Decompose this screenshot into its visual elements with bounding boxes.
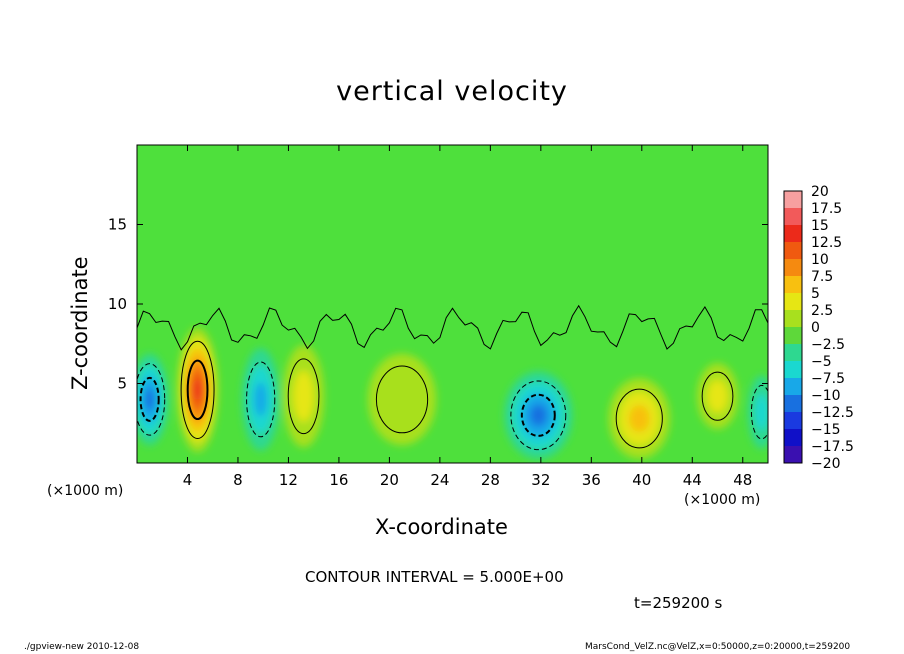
colorbar-label-8: 0: [811, 320, 820, 336]
x-tick-label-16: 16: [329, 471, 348, 489]
colorbar-label-5: 7.5: [811, 269, 833, 285]
colorbar-label-10: −5: [811, 354, 832, 370]
field-background: [137, 145, 768, 463]
colorbar-label-16: −20: [811, 456, 841, 472]
colorbar-swatch-10: [784, 361, 802, 378]
colorbar-label-15: −17.5: [811, 439, 854, 455]
colorbar-label-2: 15: [811, 218, 829, 234]
y-tick-label-10: 10: [108, 295, 127, 313]
colorbar-swatch-3: [784, 242, 802, 259]
contour-line-6-0: [615, 388, 663, 449]
colorbar-label-11: −7.5: [811, 371, 845, 387]
footer-command: ./gpview-new 2010-12-08: [24, 642, 140, 652]
colorbar-swatch-4: [784, 259, 802, 276]
field-cell: [283, 345, 325, 448]
colorbar-label-13: −12.5: [811, 405, 854, 421]
colorbar-label-12: −10: [811, 388, 841, 404]
field-level-3-2: [293, 370, 314, 422]
colorbar-swatch-2: [784, 225, 802, 242]
y-tick-label-15: 15: [108, 216, 127, 234]
colorbar-swatch-15: [784, 446, 802, 463]
colorbar-swatch-1: [784, 208, 802, 225]
colorbar-swatch-0: [784, 191, 802, 208]
y-tick-label-5: 5: [117, 375, 127, 393]
chart-title: vertical velocity: [336, 76, 568, 107]
field-level-1-6: [194, 379, 201, 401]
contour-line-2-0: [246, 361, 276, 438]
colorbar-swatch-7: [784, 310, 802, 327]
contour-line-1-1: [186, 359, 209, 421]
field-level-2-3: [254, 382, 267, 417]
contour-line-5-0: [510, 380, 567, 451]
colorbar: 2017.51512.5107.552.50−2.5−5−7.5−10−12.5…: [783, 184, 854, 472]
colorbar-label-3: 12.5: [811, 235, 842, 251]
field-cell: [367, 353, 437, 446]
x-tick-label-32: 32: [531, 471, 550, 489]
y-axis-label: Z-coordinate: [68, 256, 92, 390]
field-cell: [241, 348, 280, 451]
field-level-5-4: [529, 404, 547, 427]
field-cell: [504, 371, 573, 460]
colorbar-label-1: 17.5: [811, 201, 842, 217]
x-axis-label: X-coordinate: [375, 515, 508, 539]
field-level-8-2: [754, 393, 768, 431]
colorbar-swatch-9: [784, 344, 802, 361]
plot-area: [136, 144, 769, 464]
colorbar-label-7: 2.5: [811, 303, 833, 319]
contour-line-zero: [137, 304, 768, 351]
x-tick-label-28: 28: [481, 471, 500, 489]
x-tick-label-36: 36: [582, 471, 601, 489]
contour-line-1-0: [180, 340, 215, 440]
x-axis: 4 8 12 16 20 24 28 32 36 40 44 48: [183, 145, 752, 489]
x-unit-label-right: (×1000 m): [684, 492, 761, 508]
contour-line-3-0: [287, 358, 320, 435]
field-cell: [748, 375, 768, 449]
field-level-7-2: [707, 379, 728, 413]
contour-line-8-0: [750, 384, 768, 440]
colorbar-label-14: −15: [811, 422, 841, 438]
field-level-4-1: [367, 353, 437, 446]
x-tick-label-8: 8: [233, 471, 243, 489]
x-tick-label-48: 48: [733, 471, 752, 489]
x-tick-label-40: 40: [632, 471, 651, 489]
colorbar-swatch-5: [784, 276, 802, 293]
y-axis: 5 10 15: [108, 216, 768, 393]
colorbar-swatch-14: [784, 429, 802, 446]
field-cell: [608, 378, 670, 459]
contour-line-7-0: [701, 371, 734, 421]
field-cell: [177, 327, 219, 453]
colorbar-label-4: 10: [811, 252, 829, 268]
colorbar-swatch-8: [784, 327, 802, 344]
colorbar-label-6: 5: [811, 286, 820, 302]
colorbar-swatch-6: [784, 293, 802, 310]
colorbar-swatch-12: [784, 395, 802, 412]
contour-line-4-0: [375, 365, 429, 434]
contour-lines: [137, 304, 768, 451]
colorbar-swatch-11: [784, 378, 802, 395]
contour-interval-note: CONTOUR INTERVAL = 5.000E+00: [305, 568, 564, 586]
contour-line-5-1: [520, 393, 556, 437]
x-tick-label-44: 44: [683, 471, 702, 489]
field-cell: [697, 363, 738, 430]
field-level-6-3: [629, 405, 650, 432]
x-tick-label-12: 12: [279, 471, 298, 489]
x-tick-label-20: 20: [380, 471, 399, 489]
field-level-0-4: [144, 387, 155, 411]
contour-line-0-1: [139, 376, 160, 422]
x-tick-label-4: 4: [183, 471, 193, 489]
colorbar-frame: [783, 190, 803, 464]
colorbar-swatch-13: [784, 412, 802, 429]
contour-line-0-0: [137, 363, 166, 436]
footer-source: MarsCond_VelZ.nc@VelZ,x=0:50000,z=0:2000…: [585, 642, 851, 652]
time-label: t=259200 s: [634, 594, 723, 612]
colorbar-label-9: −2.5: [811, 337, 845, 353]
x-unit-label-left: (×1000 m): [47, 483, 124, 499]
x-tick-label-24: 24: [430, 471, 449, 489]
colorbar-label-0: 20: [811, 184, 829, 200]
